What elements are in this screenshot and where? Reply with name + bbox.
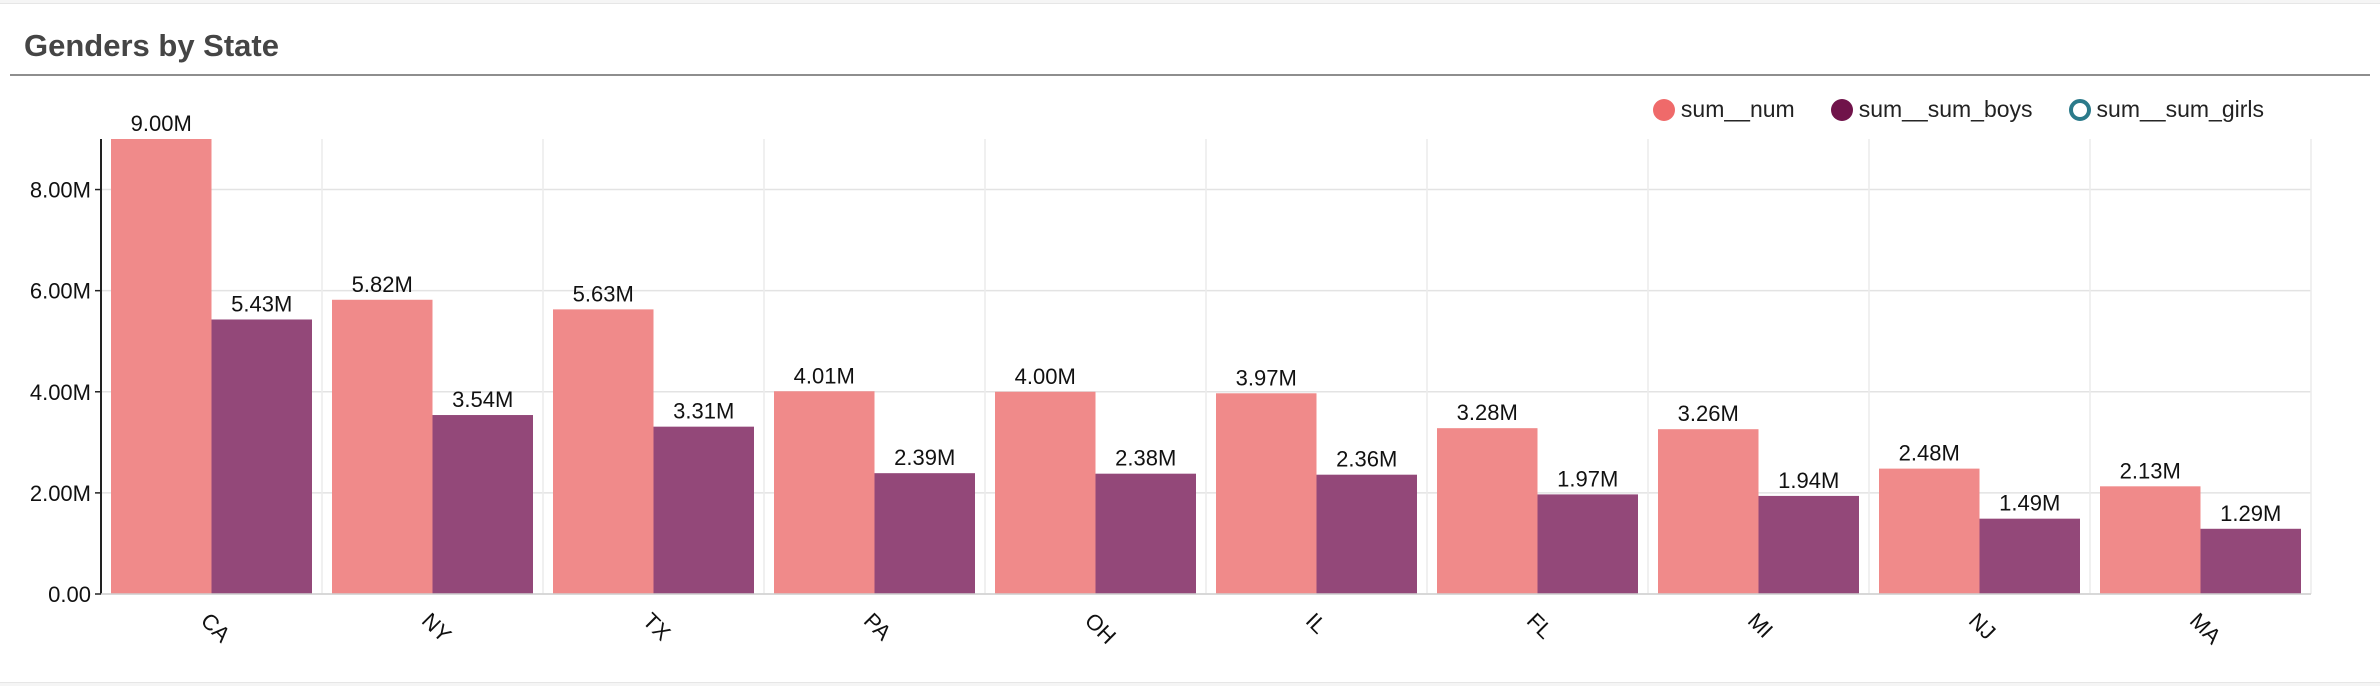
bar-value-label: 3.26M [1678, 401, 1739, 426]
y-tick-label: 8.00M [30, 178, 91, 203]
panel-header: Genders by State [10, 4, 2370, 76]
bar-value-label: 2.48M [1899, 441, 1960, 466]
bar [1216, 393, 1317, 594]
bar-value-label: 1.49M [1999, 491, 2060, 516]
bar [1316, 474, 1417, 594]
bar [1437, 428, 1538, 594]
legend-marker-icon [2068, 98, 2091, 121]
bar-value-label: 5.43M [231, 291, 292, 316]
chart-panel: Genders by State sum__num sum__sum_boys … [0, 3, 2380, 683]
bar-value-label: 3.28M [1457, 400, 1518, 425]
bar [874, 473, 975, 594]
bar [1879, 468, 1980, 594]
x-tick-label: NJ [1964, 608, 2001, 645]
bar-value-label: 2.13M [2120, 458, 2181, 483]
bar-value-label: 1.29M [2220, 501, 2281, 526]
bar [1979, 518, 2080, 594]
bar [1658, 429, 1759, 594]
legend-label: sum__sum_boys [1858, 96, 2033, 122]
y-tick-label: 0.00 [48, 582, 91, 607]
bar-value-label: 3.97M [1236, 365, 1297, 390]
legend-label: sum__sum_girls [2096, 96, 2264, 122]
bar [1758, 495, 1859, 594]
legend-marker-icon [1830, 98, 1853, 121]
bar [553, 309, 654, 594]
x-tick-label: MA [2185, 608, 2226, 649]
y-tick-label: 6.00M [30, 279, 91, 304]
legend-item-sum-girls[interactable]: sum__sum_girls [2068, 96, 2264, 123]
legend-marker-icon [1652, 98, 1675, 121]
bar [2100, 486, 2201, 594]
panel-title: Genders by State [24, 28, 279, 63]
bar-value-label: 5.63M [573, 281, 634, 306]
bar [653, 426, 754, 594]
bar [111, 139, 212, 594]
bar-value-label: 1.94M [1778, 468, 1839, 493]
legend-label: sum__num [1680, 96, 1795, 122]
bar-value-label: 9.00M [131, 111, 192, 136]
bar-value-label: 4.00M [1015, 364, 1076, 389]
bar [432, 415, 533, 594]
x-tick-label: IL [1301, 608, 1332, 639]
legend-item-sum-num[interactable]: sum__num [1652, 96, 1795, 123]
bar [332, 299, 433, 594]
x-tick-label: PA [859, 608, 897, 646]
x-tick-label: TX [638, 608, 676, 646]
bar-value-label: 2.39M [894, 445, 955, 470]
x-tick-label: CA [196, 608, 236, 648]
bar-value-label: 4.01M [794, 363, 855, 388]
legend-item-sum-boys[interactable]: sum__sum_boys [1830, 96, 2033, 123]
legend: sum__num sum__sum_boys sum__sum_girls [1652, 96, 2264, 123]
bar-value-label: 5.82M [352, 272, 413, 297]
x-tick-label: MI [1743, 608, 1778, 643]
x-tick-label: FL [1522, 608, 1558, 644]
bar [774, 391, 875, 594]
bar [1095, 473, 1196, 594]
bar-value-label: 1.97M [1557, 466, 1618, 491]
bar-value-label: 3.31M [673, 399, 734, 424]
x-tick-label: NY [417, 608, 457, 648]
y-tick-label: 4.00M [30, 380, 91, 405]
bar-value-label: 2.38M [1115, 446, 1176, 471]
bar-value-label: 2.36M [1336, 447, 1397, 472]
bar [2200, 528, 2301, 594]
bar [211, 319, 312, 594]
bar [1537, 494, 1638, 594]
x-tick-label: OH [1080, 608, 1121, 649]
y-tick-label: 2.00M [30, 481, 91, 506]
bar-value-label: 3.54M [452, 387, 513, 412]
bar [995, 391, 1096, 594]
bar-chart: 9.00M 5.82M 5.63M 4.01M 4.00M 3.97M 3.28M 3.26M… [30, 111, 2312, 649]
